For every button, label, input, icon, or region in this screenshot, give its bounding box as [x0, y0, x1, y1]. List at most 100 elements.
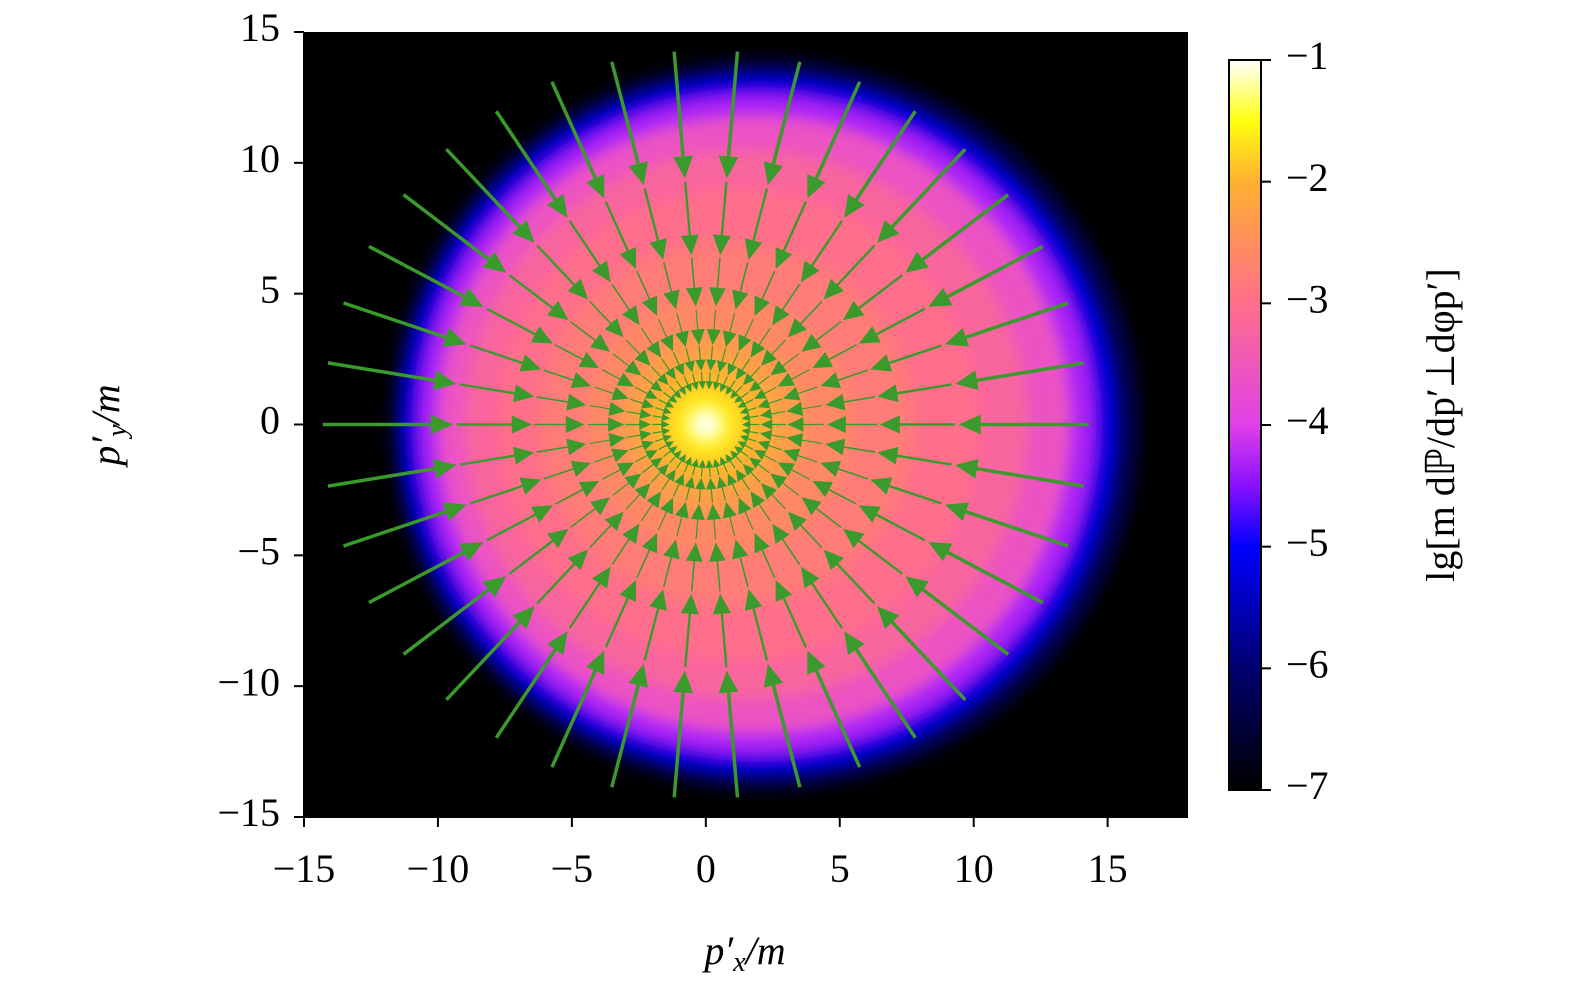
vector-arrow [786, 433, 823, 448]
vector-arrow [604, 580, 636, 648]
vector-arrow [772, 283, 801, 326]
vector-arrow [928, 244, 1044, 307]
y-tick-label: 15 [240, 5, 280, 50]
vector-arrow [945, 301, 1069, 347]
vector-arrow [775, 580, 807, 648]
vector-arrow [554, 480, 600, 505]
vector-arrow [858, 505, 926, 542]
vector-arrow [782, 448, 818, 463]
vector-arrow [725, 380, 736, 396]
vector-arrow [589, 433, 626, 448]
vector-arrow [770, 473, 800, 496]
vector-arrow [800, 566, 844, 629]
vector-arrow [730, 450, 743, 464]
y-label-tail: /m [83, 384, 128, 426]
x-label-base: p′ [701, 928, 734, 973]
vector-arrow [634, 386, 658, 400]
vector-arrow [955, 361, 1084, 391]
vector-arrow [955, 458, 1084, 488]
vector-arrow [732, 261, 749, 310]
vector-arrow [800, 220, 844, 283]
vector-arrow [709, 257, 726, 307]
vector-arrow [642, 457, 663, 474]
vector-arrow [612, 473, 642, 496]
vector-arrow [843, 274, 904, 321]
vector-arrow [661, 358, 676, 380]
colorbar [1228, 59, 1262, 791]
vector-arrow [445, 148, 535, 243]
vector-arrow [706, 309, 721, 346]
colorbar-tick-label: −6 [1286, 642, 1329, 687]
vector-arrow [759, 429, 786, 441]
y-tick-label: −5 [237, 529, 280, 574]
vector-arrow [718, 670, 740, 798]
vector-arrow [658, 399, 675, 408]
vector-arrow [640, 327, 662, 358]
vector-arrow [672, 473, 684, 497]
vector-arrow [718, 51, 740, 179]
vector-arrow [650, 463, 669, 483]
vector-arrow [739, 406, 757, 414]
vector-arrow [722, 312, 737, 348]
vector-arrow [770, 353, 800, 376]
vector-arrow [654, 406, 672, 414]
vector-arrow [508, 528, 569, 575]
vector-arrow [782, 386, 818, 401]
vector-arrow [402, 576, 507, 656]
vector-arrow [705, 372, 714, 390]
vector-arrow [676, 453, 687, 469]
vector-arrow [611, 283, 640, 326]
vector-arrow [690, 309, 705, 346]
vector-arrow [787, 300, 823, 338]
vector-arrow [672, 352, 684, 376]
vector-arrow [626, 408, 652, 420]
vector-arrow [568, 220, 611, 283]
vector-arrow [543, 460, 592, 480]
vector-arrow [654, 435, 672, 443]
vector-arrow [777, 369, 810, 387]
vector-arrow [691, 373, 699, 391]
vector-arrow [787, 417, 824, 432]
vector-arrow [712, 181, 731, 256]
vector-arrow [568, 566, 611, 629]
vector-arrow [742, 463, 761, 483]
x-tick-label: −15 [273, 846, 336, 891]
vector-arrow [368, 244, 484, 307]
vector-arrow [570, 321, 611, 352]
vector-arrow [663, 446, 678, 458]
vector-arrow [739, 435, 757, 443]
vector-arrow [750, 491, 771, 522]
vector-arrow [663, 391, 678, 403]
vector-arrow [823, 549, 876, 605]
y-label-sub: y [102, 424, 133, 440]
vector-arrow [589, 300, 624, 338]
vector-arrow [741, 420, 760, 429]
vector-arrow [744, 589, 769, 661]
vector-arrow [858, 307, 926, 344]
colorbar-tick-label: −1 [1286, 33, 1329, 78]
vector-arrow [636, 270, 658, 317]
vector-arrow [604, 201, 636, 269]
vector-arrow [601, 462, 635, 480]
vector-arrow [786, 401, 823, 416]
vector-arrow [754, 270, 776, 317]
vector-arrow [661, 469, 676, 491]
vector-arrow [706, 477, 717, 503]
x-tick-label: 15 [1088, 846, 1128, 891]
vector-arrow [675, 312, 689, 348]
vector-arrow [722, 501, 737, 537]
vector-arrow [589, 511, 624, 549]
vector-arrow [877, 606, 967, 701]
vector-arrow [456, 415, 532, 434]
vector-arrow [657, 497, 674, 531]
vector-arrow [717, 348, 728, 373]
vector-arrow [772, 523, 801, 566]
y-axis-label: p′y/m [83, 384, 133, 468]
vector-arrow [757, 440, 783, 451]
y-tick-label: 10 [240, 136, 280, 181]
vector-arrow [486, 307, 553, 344]
vector-arrow [827, 416, 878, 433]
vector-arrow [494, 110, 568, 218]
vector-arrow [669, 385, 682, 399]
